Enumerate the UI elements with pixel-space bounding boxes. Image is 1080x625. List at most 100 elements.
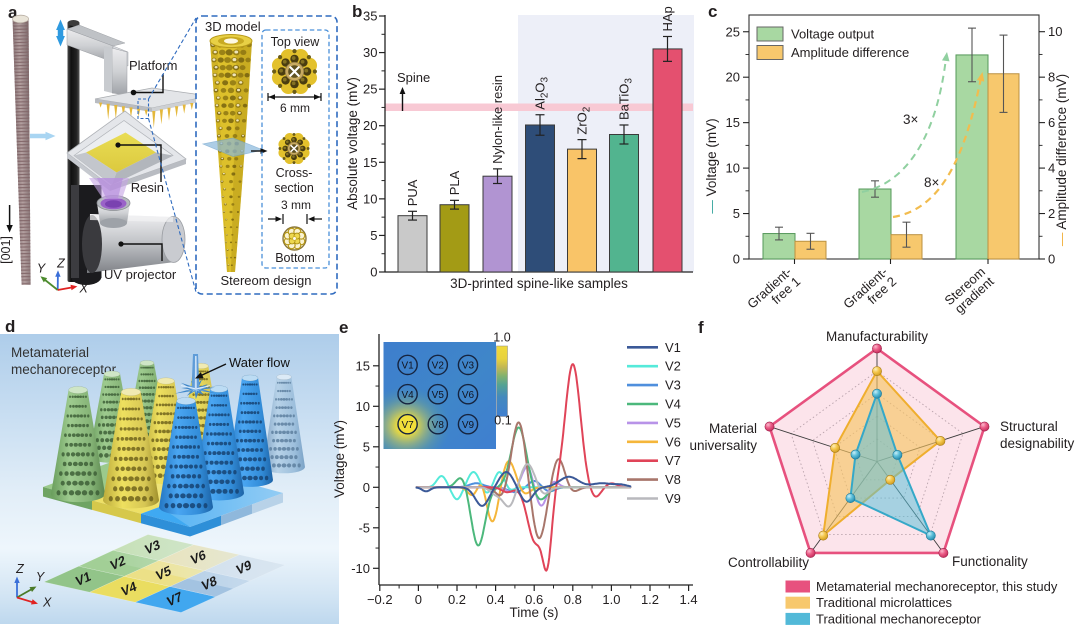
svg-text:V5: V5 bbox=[665, 415, 681, 430]
svg-text:V1: V1 bbox=[74, 568, 92, 589]
svg-text:b: b bbox=[352, 2, 362, 21]
svg-text:V3: V3 bbox=[144, 536, 162, 557]
svg-text:[001]: [001] bbox=[0, 236, 13, 264]
svg-text:Metamaterial mechanoreceptor,: Metamaterial mechanoreceptor, this study bbox=[816, 579, 1058, 594]
svg-text:V4: V4 bbox=[120, 578, 138, 600]
svg-text:UV projector: UV projector bbox=[104, 267, 177, 282]
svg-text:Platform: Platform bbox=[129, 58, 177, 73]
svg-text:0.2: 0.2 bbox=[448, 592, 466, 607]
svg-text:−0.2: −0.2 bbox=[367, 592, 393, 607]
svg-text:BaTiO3: BaTiO3 bbox=[617, 78, 635, 120]
svg-text:0.6: 0.6 bbox=[525, 592, 543, 607]
svg-text:Voltage output: Voltage output bbox=[791, 27, 875, 42]
svg-text:0.8: 0.8 bbox=[564, 592, 582, 607]
svg-text:f: f bbox=[698, 318, 704, 337]
svg-text:V7: V7 bbox=[665, 453, 681, 468]
svg-text:0: 0 bbox=[415, 592, 422, 607]
svg-text:20: 20 bbox=[726, 70, 740, 85]
svg-text:V4: V4 bbox=[401, 390, 414, 401]
svg-text:Amplitude difference: Amplitude difference bbox=[791, 45, 909, 60]
svg-text:35: 35 bbox=[363, 9, 377, 24]
svg-text:V8: V8 bbox=[432, 420, 445, 431]
svg-text:V1: V1 bbox=[401, 361, 414, 372]
svg-text:Water flow: Water flow bbox=[229, 355, 291, 370]
svg-text:0: 0 bbox=[733, 252, 740, 267]
svg-text:-10: -10 bbox=[351, 561, 370, 576]
svg-text:V3: V3 bbox=[665, 378, 681, 393]
svg-text:Manufacturability: Manufacturability bbox=[826, 329, 928, 344]
svg-text:V1: V1 bbox=[665, 340, 681, 355]
svg-text:15: 15 bbox=[726, 115, 740, 130]
svg-text:X: X bbox=[79, 282, 89, 296]
svg-text:15: 15 bbox=[356, 358, 370, 373]
svg-text:Traditional microlattices: Traditional microlattices bbox=[816, 595, 953, 610]
svg-text:8: 8 bbox=[1048, 70, 1055, 85]
svg-text:a: a bbox=[8, 3, 18, 22]
svg-text:Cross-section: Cross-section bbox=[274, 166, 314, 195]
svg-text:Time (s): Time (s) bbox=[510, 605, 559, 620]
svg-text:2: 2 bbox=[1048, 206, 1055, 221]
svg-text:d: d bbox=[5, 317, 15, 336]
svg-text:5: 5 bbox=[370, 228, 377, 243]
svg-text:3D model: 3D model bbox=[205, 19, 261, 34]
svg-text:Y: Y bbox=[37, 262, 47, 276]
svg-text:V3: V3 bbox=[462, 361, 475, 372]
svg-text:HAp: HAp bbox=[660, 6, 675, 31]
svg-text:Resin: Resin bbox=[131, 180, 164, 195]
svg-text:V6: V6 bbox=[462, 390, 475, 401]
svg-text:— Voltage (mV): — Voltage (mV) bbox=[704, 118, 719, 213]
svg-text:V6: V6 bbox=[665, 434, 681, 449]
svg-text:3×: 3× bbox=[903, 112, 918, 127]
svg-text:1.0: 1.0 bbox=[602, 592, 620, 607]
svg-text:V9: V9 bbox=[462, 420, 475, 431]
svg-text:ZrO2: ZrO2 bbox=[575, 106, 593, 134]
svg-text:8×: 8× bbox=[924, 175, 939, 190]
svg-text:0: 0 bbox=[363, 480, 370, 495]
svg-text:1.4: 1.4 bbox=[680, 592, 698, 607]
svg-text:10: 10 bbox=[726, 161, 740, 176]
svg-text:3 mm: 3 mm bbox=[281, 198, 311, 212]
svg-text:4: 4 bbox=[1048, 161, 1055, 176]
svg-text:Y: Y bbox=[36, 570, 46, 584]
svg-text:10: 10 bbox=[356, 399, 370, 414]
svg-text:V4: V4 bbox=[665, 397, 681, 412]
svg-text:20: 20 bbox=[363, 118, 377, 133]
svg-text:V8: V8 bbox=[200, 573, 218, 594]
svg-text:Z: Z bbox=[15, 562, 24, 576]
svg-text:— Amplitude difference (mV): — Amplitude difference (mV) bbox=[1054, 74, 1069, 246]
svg-text:V9: V9 bbox=[665, 491, 681, 506]
svg-text:Stereom design: Stereom design bbox=[220, 273, 311, 288]
svg-text:V8: V8 bbox=[665, 472, 681, 487]
svg-text:5: 5 bbox=[363, 439, 370, 454]
svg-text:PLA: PLA bbox=[447, 170, 462, 195]
svg-text:0.4: 0.4 bbox=[487, 592, 505, 607]
svg-text:PUA: PUA bbox=[405, 179, 420, 206]
svg-text:3D-printed spine-like samples: 3D-printed spine-like samples bbox=[450, 276, 628, 291]
svg-text:5: 5 bbox=[733, 206, 740, 221]
svg-text:V7: V7 bbox=[166, 588, 184, 609]
svg-text:Bottom: Bottom bbox=[275, 251, 315, 265]
svg-text:Spine: Spine bbox=[397, 70, 430, 85]
svg-text:Absolute voltage (mV): Absolute voltage (mV) bbox=[345, 77, 360, 210]
svg-text:V7: V7 bbox=[401, 420, 414, 431]
svg-text:15: 15 bbox=[363, 155, 377, 170]
svg-text:Nylon-like resin: Nylon-like resin bbox=[490, 75, 505, 164]
svg-text:0.1: 0.1 bbox=[494, 414, 511, 428]
svg-text:V5: V5 bbox=[432, 390, 445, 401]
svg-text:X: X bbox=[42, 596, 52, 610]
svg-text:6 mm: 6 mm bbox=[280, 101, 310, 115]
svg-text:10: 10 bbox=[363, 191, 377, 206]
svg-text:1.0: 1.0 bbox=[493, 331, 510, 345]
svg-text:c: c bbox=[708, 2, 717, 21]
svg-text:Z: Z bbox=[56, 257, 65, 271]
svg-text:V6: V6 bbox=[189, 547, 207, 568]
svg-text:V2: V2 bbox=[665, 359, 681, 374]
svg-text:V2: V2 bbox=[432, 361, 445, 372]
svg-text:0: 0 bbox=[1048, 252, 1055, 267]
svg-text:Traditional mechanoreceptor: Traditional mechanoreceptor bbox=[816, 611, 982, 625]
svg-text:Al2O3: Al2O3 bbox=[533, 76, 551, 109]
svg-text:0: 0 bbox=[370, 265, 377, 280]
svg-text:-5: -5 bbox=[358, 520, 370, 535]
